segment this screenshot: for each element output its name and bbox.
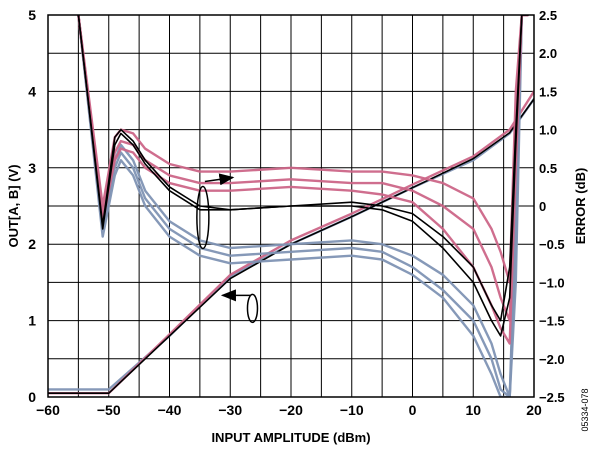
y-left-tick-label: 1 — [28, 313, 36, 329]
error-curve-blue-1 — [77, 15, 530, 397]
annotation-loop-right — [196, 185, 210, 250]
x-tick-label: 20 — [526, 402, 542, 418]
error-curve-pink-2 — [77, 15, 530, 345]
curves — [48, 15, 534, 397]
x-tick-label: 0 — [409, 402, 417, 418]
y-right-tick-label: −2.0 — [539, 352, 565, 367]
plot-frame — [47, 14, 535, 398]
y-right-tick-label: −1.5 — [539, 314, 565, 329]
annotation-arrow-right — [204, 173, 235, 186]
y-right-tick-label: 2.0 — [539, 46, 557, 61]
error-curve-black-1 — [77, 15, 529, 337]
y-right-tick-label: 0.5 — [539, 161, 557, 176]
y-axis-left-label: OUT[A, B] (V) — [6, 164, 21, 247]
error-curve-pink-0 — [77, 15, 530, 284]
annotation-loop-left — [246, 293, 259, 324]
x-tick-label: −50 — [97, 402, 121, 418]
y-right-tick-label: 0 — [539, 199, 546, 214]
x-tick-label: −60 — [36, 402, 60, 418]
x-tick-label: −30 — [218, 402, 242, 418]
error-curve-blue-2 — [77, 15, 530, 397]
y-right-tick-label: 1.5 — [539, 84, 557, 99]
x-tick-label: 10 — [465, 402, 481, 418]
figure-id: 05334-078 — [580, 388, 590, 431]
error-curve-black-0 — [77, 15, 529, 322]
x-tick-label: −10 — [340, 402, 364, 418]
annotations — [196, 173, 259, 324]
y-left-tick-label: 3 — [28, 160, 36, 176]
y-right-tick-label: 1.0 — [539, 123, 557, 138]
y-left-tick-label: 0 — [28, 389, 36, 405]
y-right-tick-label: −1.0 — [539, 275, 565, 290]
y-right-tick-label: −2.5 — [539, 390, 565, 405]
y-axis-right-label: ERROR (dB) — [573, 168, 588, 245]
y-left-tick-label: 4 — [28, 83, 36, 99]
y-left-tick-label: 2 — [28, 236, 36, 252]
x-axis-label: INPUT AMPLITUDE (dBm) — [211, 430, 370, 445]
y-right-tick-label: −0.5 — [539, 237, 565, 252]
x-tick-label: −20 — [279, 402, 303, 418]
y-left-tick-label: 5 — [28, 7, 36, 23]
y-right-tick-label: 2.5 — [539, 8, 557, 23]
x-tick-label: −40 — [158, 402, 182, 418]
tick-labels: −60 −50 −40 −30 −20 −10 0 10 20 0 1 2 3 4 5 2.5 2.0 1.5 1.… — [28, 7, 564, 418]
